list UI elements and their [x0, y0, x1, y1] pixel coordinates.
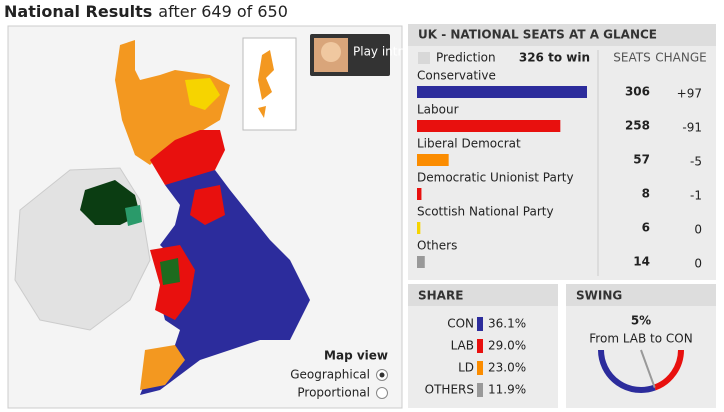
- seat-count: 306: [625, 85, 650, 99]
- play-intro-button[interactable]: Play intro: [310, 34, 410, 76]
- swing-header: [566, 284, 716, 306]
- seat-bar: [417, 256, 425, 268]
- seat-change: -1: [690, 189, 702, 203]
- seat-count: 8: [642, 187, 650, 201]
- column-header: SEATS: [613, 51, 650, 65]
- title: National Results: [4, 2, 152, 21]
- wales-pc: [160, 258, 180, 285]
- swing-needle: [640, 349, 656, 388]
- party-name: Liberal Democrat: [417, 137, 521, 151]
- swing-description: From LAB to CON: [589, 332, 692, 346]
- party-name: Labour: [417, 103, 459, 117]
- map-view-option[interactable]: Geographical: [290, 368, 370, 382]
- seats-title: UK - NATIONAL SEATS AT A GLANCE: [418, 28, 657, 42]
- share-swatch: [477, 383, 483, 397]
- share-party: LAB: [451, 339, 474, 353]
- south-west: [140, 345, 185, 390]
- seat-count: 6: [642, 221, 650, 235]
- radio-dot: [379, 372, 385, 378]
- party-name: Others: [417, 239, 457, 253]
- north-england: [190, 185, 225, 225]
- swing-value: 5%: [631, 314, 651, 328]
- share-party: OTHERS: [425, 383, 474, 397]
- share-title: SHARE: [418, 289, 463, 303]
- shetland: [258, 50, 274, 118]
- seat-count: 258: [625, 119, 650, 133]
- prediction-swatch: [418, 52, 430, 64]
- share-value: 11.9%: [488, 383, 526, 397]
- seat-change: 0: [694, 223, 702, 237]
- seats-header: [408, 24, 716, 46]
- northern-ireland: [80, 180, 140, 225]
- gauge-con: [598, 349, 656, 393]
- share-value: 29.0%: [488, 339, 526, 353]
- subtitle: after 649 of 650: [158, 2, 288, 21]
- seat-count: 14: [633, 255, 650, 269]
- presenter-face: [321, 42, 341, 62]
- seat-change: 0: [694, 257, 702, 271]
- seat-bar: [417, 154, 449, 166]
- map-view-option[interactable]: Proportional: [297, 386, 370, 400]
- seat-bar: [417, 86, 587, 98]
- party-name: Democratic Unionist Party: [417, 171, 574, 185]
- scotland-snp: [185, 78, 220, 110]
- northern-ireland: [125, 205, 142, 226]
- radio-button[interactable]: [376, 387, 388, 399]
- prediction-label: Prediction: [436, 51, 496, 65]
- gauge-lab: [653, 349, 684, 391]
- share-party: CON: [447, 317, 474, 331]
- seat-bar: [417, 222, 421, 234]
- share-value: 23.0%: [488, 361, 526, 375]
- share-header: [408, 284, 558, 306]
- swing-title: SWING: [576, 289, 622, 303]
- seat-bar: [417, 188, 422, 200]
- map: [14, 37, 310, 395]
- party-name: Scottish National Party: [417, 205, 554, 219]
- share-value: 36.1%: [488, 317, 526, 331]
- to-win: 326 to win: [519, 51, 590, 65]
- seat-change: +97: [677, 87, 702, 101]
- party-name: Conservative: [417, 69, 496, 83]
- share-swatch: [477, 317, 483, 331]
- share-swatch: [477, 339, 483, 353]
- central-belt: [150, 130, 225, 185]
- scotland: [115, 40, 230, 165]
- play-label[interactable]: Play intro: [353, 45, 410, 59]
- seat-change: -91: [682, 121, 702, 135]
- page-title: National Results after 649 of 650: [4, 2, 288, 21]
- seat-bar: [417, 120, 561, 132]
- seats-box: [408, 24, 716, 280]
- seat-count: 57: [633, 153, 650, 167]
- england: [140, 170, 310, 395]
- seat-change: -5: [690, 155, 702, 169]
- share-party: LD: [458, 361, 474, 375]
- share-swatch: [477, 361, 483, 375]
- column-header: CHANGE: [655, 51, 706, 65]
- map-view-title: Map view: [324, 349, 388, 363]
